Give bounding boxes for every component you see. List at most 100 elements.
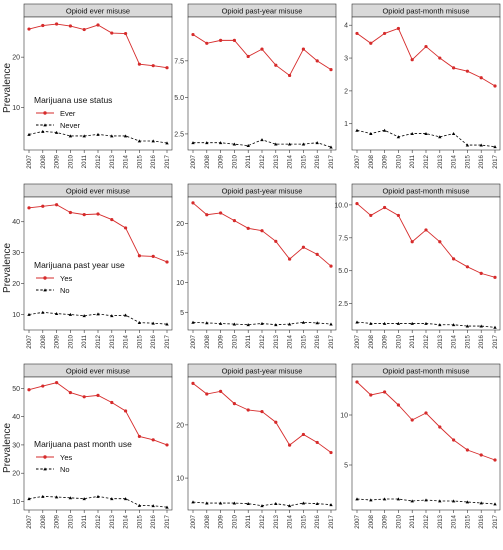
y-tick-label: 5.0 [174, 95, 184, 102]
data-point [438, 323, 442, 327]
data-point [137, 503, 142, 507]
data-point [96, 393, 100, 397]
data-point [301, 320, 306, 324]
x-tick-label: 2014 [123, 154, 130, 168]
row-ylabels: Prevalence Prevalence Prevalence [2, 63, 13, 473]
x-tick-label: 2017 [328, 514, 335, 528]
x-tick-label: 2007 [190, 514, 197, 528]
y-tick-label: 20 [176, 422, 184, 429]
data-point [27, 388, 31, 392]
data-point [479, 271, 483, 275]
data-point [301, 501, 306, 505]
x-tick-label: 2015 [136, 154, 143, 168]
data-point [96, 212, 100, 216]
data-point [465, 500, 470, 504]
data-point [382, 128, 387, 132]
data-point [315, 141, 319, 145]
x-tick-label: 2013 [437, 154, 444, 168]
x-tick-label: 2011 [81, 154, 88, 168]
x-tick-label: 2015 [300, 514, 307, 528]
panel-4: Opioid ever misuse 10 20 30 40 2007 2008 2009 20… [12, 183, 173, 349]
data-point [383, 205, 387, 210]
data-point [369, 498, 373, 502]
data-point [424, 44, 428, 49]
y-tick-label: 10 [12, 312, 20, 319]
data-point [232, 142, 237, 146]
data-point [329, 450, 333, 455]
x-tick-label: 2016 [150, 154, 157, 168]
data-point [315, 59, 319, 63]
y-tick-label: 10.0 [334, 202, 348, 209]
data-point [274, 323, 278, 327]
data-point [246, 54, 250, 59]
data-point [123, 134, 128, 138]
data-point [451, 499, 456, 503]
plot-area [187, 196, 337, 331]
x-tick-label: 2013 [109, 154, 116, 168]
data-point [151, 504, 155, 508]
legend-key-marker [43, 111, 47, 115]
data-point [355, 201, 359, 206]
data-point [465, 265, 469, 269]
x-tick-label: 2010 [231, 154, 238, 168]
data-point [396, 403, 400, 407]
y-tick-label: 5 [344, 463, 348, 470]
data-point [27, 497, 31, 501]
x-tick-label: 2013 [109, 334, 116, 348]
x-tick-label: 2008 [40, 154, 47, 168]
data-point [382, 321, 387, 325]
data-point [96, 312, 100, 316]
plot-area [187, 376, 337, 511]
y-tick-label: 20 [12, 471, 20, 478]
data-point [96, 23, 100, 27]
data-point [205, 501, 209, 505]
data-point [82, 213, 86, 217]
legend-key-marker [43, 455, 47, 459]
data-point [410, 418, 414, 422]
data-point [110, 400, 114, 405]
data-point [315, 502, 319, 506]
y-tick-label: 40 [12, 219, 20, 226]
x-tick-label: 2017 [164, 154, 171, 168]
x-tick-label: 2015 [136, 334, 143, 348]
x-tick-label: 2011 [245, 514, 252, 528]
data-point [218, 501, 223, 505]
x-tick-label: 2017 [328, 154, 335, 168]
data-point [41, 494, 45, 498]
x-tick-label: 2007 [354, 334, 361, 348]
data-point [479, 453, 483, 457]
data-point [124, 31, 128, 36]
y-tick-label: 40 [12, 414, 20, 421]
data-point [68, 496, 73, 500]
data-point [27, 312, 31, 316]
data-point [438, 56, 442, 60]
panel-8: Opioid past-year misuse 10 20 2007 2008 2009 2… [176, 363, 337, 529]
panel-7: Opioid ever misuse 10 20 30 40 50 2007 2008 2009… [12, 363, 173, 529]
x-tick-label: 2016 [478, 514, 485, 528]
y-tick-label: 30 [12, 250, 20, 257]
panel-title: Opioid past-month misuse [382, 187, 469, 196]
data-point [369, 213, 373, 218]
panel-1: Opioid ever misuse 10 20 2007 2008 2009 2010 20… [12, 3, 173, 169]
data-point [246, 323, 250, 327]
panel-9: Opioid past-month misuse 5 10 2007 2008 2009 2… [340, 363, 501, 529]
data-point [260, 47, 264, 51]
x-tick-label: 2016 [478, 334, 485, 348]
legend-key-marker [43, 467, 47, 471]
data-point [218, 321, 223, 325]
data-point [287, 142, 292, 146]
legend-item-label: Yes [60, 453, 72, 462]
x-tick-label: 2015 [300, 334, 307, 348]
data-point [137, 139, 142, 143]
data-point [246, 226, 250, 230]
data-point [54, 312, 59, 316]
data-point [274, 502, 278, 506]
data-point [232, 38, 236, 42]
x-tick-label: 2011 [245, 154, 252, 168]
data-point [110, 217, 114, 222]
x-tick-label: 2017 [164, 334, 171, 348]
data-point [288, 257, 292, 261]
plot-area [187, 16, 337, 151]
data-point [274, 420, 278, 424]
y-tick-label: 1 [344, 121, 348, 128]
